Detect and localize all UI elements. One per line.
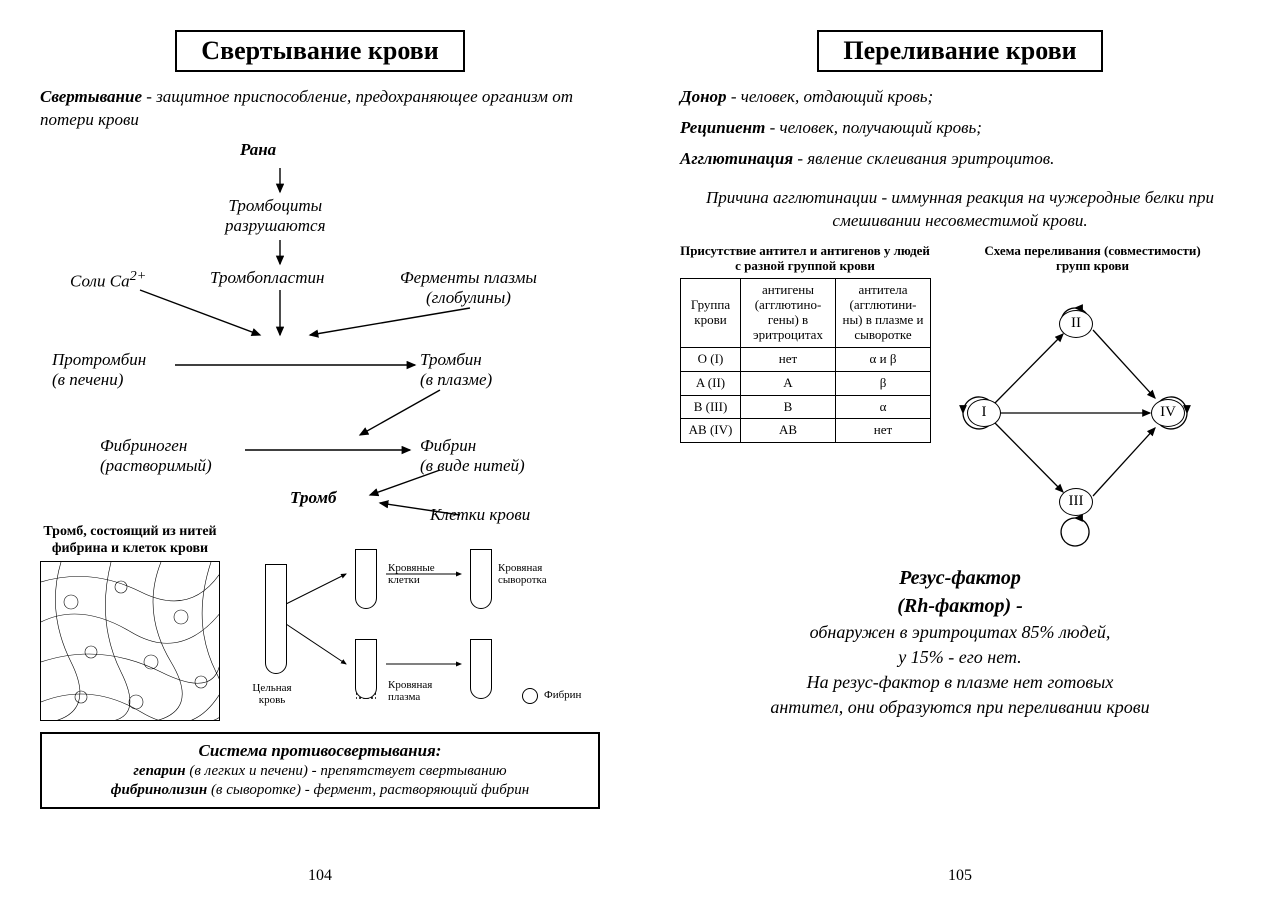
anticoag-box: Система противосвертывания: гепарин (в л… [40, 732, 600, 809]
node-IV: IV [1151, 399, 1185, 427]
right-title: Переливание крови [817, 30, 1102, 72]
table-row: AB (IV)ABнет [681, 419, 931, 443]
node-I: I [967, 399, 1001, 427]
left-definition: Свертывание - защитное приспособление, п… [40, 86, 600, 132]
flow-diagram: Рана Тромбоциты разрушаются Соли Са2+ Тр… [40, 140, 600, 520]
table-row: A (II)Aβ [681, 371, 931, 395]
rh-factor-block: Резус-фактор (Rh-фактор) - обнаружен в э… [680, 564, 1240, 721]
blood-group-table: Группа крови антигены (агглютино-гены) в… [680, 278, 931, 444]
blood-table-block: Присутствие антител и антигенов у людей … [680, 243, 931, 548]
def-recipient: Реципиент - человек, получающий кровь; [680, 117, 1240, 140]
compat-diagram: I II III IV [945, 278, 1205, 548]
page-num-left: 104 [0, 867, 640, 885]
def-donor: Донор - человек, отдающий кровь; [680, 86, 1240, 109]
table-row: B (III)Bα [681, 395, 931, 419]
node-III: III [1059, 488, 1093, 516]
page-num-right: 105 [640, 867, 1280, 885]
def-agglutination: Агглютинация - явление склеивания эритро… [680, 148, 1240, 171]
page-left: Свертывание крови Свертывание - защитное… [0, 0, 640, 905]
table-row: O (I)нетα и β [681, 347, 931, 371]
cause-text: Причина агглютинации - иммунная реакция … [680, 187, 1240, 233]
micro-caption: Тромб, состоящий из нитей фибрина и клет… [40, 524, 220, 558]
tubes: Цельная кровь Кровяные клетки Кровяная п… [226, 524, 596, 724]
tubes-illustration: Тромб, состоящий из нитей фибрина и клет… [40, 524, 600, 724]
node-II: II [1059, 310, 1093, 338]
fibrin-micrograph [40, 561, 220, 721]
page-right: Переливание крови Донор - человек, отдаю… [640, 0, 1280, 905]
left-title: Свертывание крови [175, 30, 464, 72]
